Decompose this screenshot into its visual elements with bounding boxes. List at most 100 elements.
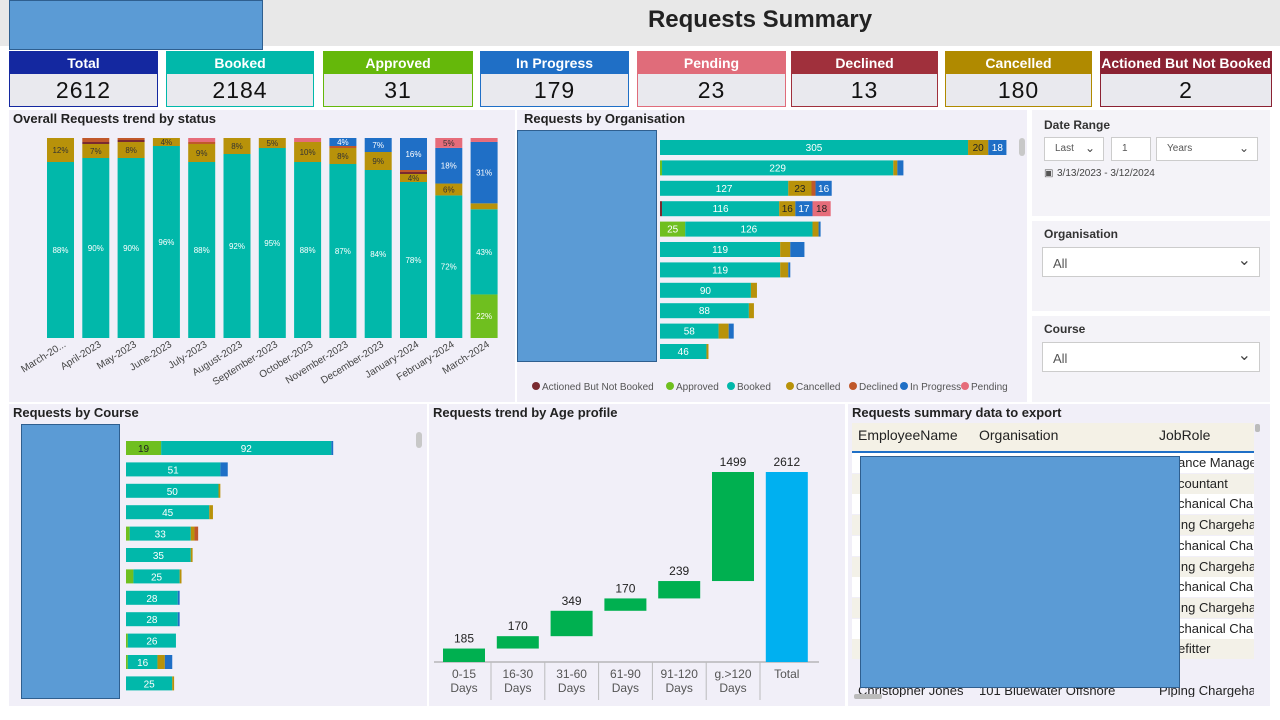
trend-bar-booked[interactable] [294,162,322,338]
course-bar-cancelled[interactable] [218,483,221,498]
course-scrollbar[interactable] [416,432,422,448]
course-bar-in-progress[interactable] [331,441,334,455]
trend-bar-cancelled[interactable] [435,183,463,196]
course-bar-booked[interactable] [126,505,210,520]
legend-label[interactable]: Booked [737,382,771,393]
org-bar-cancelled[interactable] [812,221,819,237]
course-bar-cancelled[interactable] [190,526,195,541]
table-hscrollbar[interactable] [854,694,882,699]
trend-bar-cancelled[interactable] [364,152,392,170]
course-bar-booked[interactable] [126,483,219,498]
course-bar-in-progress[interactable] [177,612,180,627]
legend-label[interactable]: Approved [676,382,719,393]
legend-label[interactable]: Declined [859,382,898,393]
course-bar-booked[interactable] [133,569,180,584]
course-bar-booked[interactable] [127,655,158,669]
age-bar[interactable] [765,472,808,662]
org-bar-in-progress[interactable] [988,140,1007,155]
course-bar-cancelled[interactable] [179,569,182,584]
trend-bar-cancelled[interactable] [117,142,145,158]
org-scrollbar[interactable] [1019,138,1025,156]
trend-bar-in-progress[interactable] [400,138,427,170]
trend-bar-booked[interactable] [329,164,357,338]
age-bar[interactable] [712,472,754,582]
org-bar-in-progress[interactable] [788,262,791,278]
course-bar-approved[interactable] [126,526,130,541]
trend-bar-declined[interactable] [400,170,427,172]
trend-bar-pending[interactable] [470,138,498,142]
course-bar-cancelled[interactable] [172,676,175,691]
trend-bar-approved[interactable] [470,294,498,338]
age-bar[interactable] [443,648,485,662]
org-bar-booked[interactable] [660,282,751,298]
course-bar-approved[interactable] [126,633,128,648]
trend-bar-actioned-but-not-booked[interactable] [117,140,145,142]
course-bar-booked[interactable] [126,676,173,691]
org-bar-cancelled[interactable] [748,303,754,319]
course-bar-cancelled[interactable] [157,655,165,669]
trend-bar-booked[interactable] [364,170,392,338]
legend-label[interactable]: In Progress [910,382,961,393]
trend-bar-cancelled[interactable] [329,148,357,164]
age-bar[interactable] [604,598,647,611]
org-bar-cancelled[interactable] [779,201,796,217]
org-bar-booked[interactable] [685,221,813,237]
col-employee-name[interactable]: EmployeeName [858,427,958,443]
trend-bar-booked[interactable] [117,158,145,338]
trend-bar-cancelled[interactable] [223,138,251,154]
trend-bar-in-progress[interactable] [435,147,463,184]
trend-bar-declined[interactable] [188,142,216,144]
org-bar-in-progress[interactable] [790,242,805,257]
org-bar-cancelled[interactable] [750,282,757,298]
trend-bar-in-progress[interactable] [364,138,392,152]
legend-label[interactable]: Pending [971,382,1008,393]
age-bar[interactable] [658,581,701,599]
org-bar-booked[interactable] [662,160,894,176]
org-bar-cancelled[interactable] [968,140,989,155]
trend-bar-declined[interactable] [82,138,110,142]
col-organisation[interactable]: Organisation [979,427,1059,443]
trend-bar-booked[interactable] [82,158,110,338]
trend-bar-cancelled[interactable] [400,174,427,182]
organisation-select[interactable]: All ⌄ [1042,247,1260,277]
trend-bar-cancelled[interactable] [82,144,110,158]
course-bar-in-progress[interactable] [164,655,173,669]
course-bar-booked[interactable] [126,590,178,605]
trend-bar-cancelled[interactable] [258,138,286,148]
org-bar-pending[interactable] [812,201,831,217]
trend-bar-declined[interactable] [329,146,357,148]
org-bar-cancelled[interactable] [706,344,709,359]
course-bar-booked[interactable] [126,462,221,477]
trend-bar-pending[interactable] [188,138,216,142]
trend-bar-actioned-but-not-booked[interactable] [400,172,427,174]
org-bar-approved[interactable] [660,221,686,237]
course-bar-in-progress[interactable] [220,462,228,477]
trend-bar-pending[interactable] [294,138,322,142]
org-bar-in-progress[interactable] [728,323,734,339]
org-bar-booked[interactable] [660,323,719,339]
course-bar-declined[interactable] [194,526,199,541]
org-bar-declined[interactable] [811,180,816,196]
trend-bar-booked[interactable] [223,154,251,338]
course-bar-approved[interactable] [126,569,134,584]
age-bar[interactable] [496,636,539,649]
org-bar-booked[interactable] [660,140,969,155]
org-bar-booked[interactable] [660,344,707,359]
course-select[interactable]: All ⌄ [1042,342,1260,372]
date-unit-select[interactable]: Years ⌄ [1156,137,1258,161]
date-count-input[interactable]: 1 [1111,137,1151,161]
trend-bar-pending[interactable] [435,138,463,148]
org-bar-in-progress[interactable] [815,180,832,196]
table-vscrollbar[interactable] [1255,424,1260,432]
trend-bar-declined[interactable] [117,138,145,140]
course-bar-approved[interactable] [126,441,162,455]
org-bar-cancelled[interactable] [788,180,812,196]
trend-bar-booked[interactable] [400,182,427,338]
trend-bar-cancelled[interactable] [188,144,216,162]
org-bar-in-progress[interactable] [897,160,904,176]
org-bar-cancelled[interactable] [780,242,791,257]
trend-bar-booked[interactable] [47,162,74,338]
org-bar-booked[interactable] [660,180,789,196]
trend-bar-cancelled[interactable] [470,203,498,210]
legend-label[interactable]: Actioned But Not Booked [542,382,654,393]
